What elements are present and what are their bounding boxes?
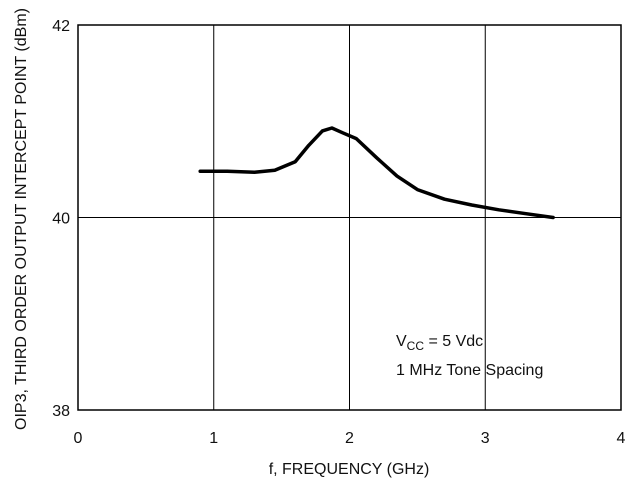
plot-frame	[77, 24, 622, 411]
vcc-annotation: VCC = 5 Vdc	[396, 333, 483, 353]
tick-labels: 0 1 2 3 4 38 40 42	[52, 18, 625, 447]
y-tick-label: 42	[52, 18, 70, 35]
y-axis-label: OIP3, THIRD ORDER OUTPUT INTERCEPT POINT…	[13, 8, 30, 430]
series-layer	[198, 126, 555, 220]
vcc-subscript: CC	[407, 339, 425, 353]
grid-lines	[78, 25, 621, 410]
x-tick-label: 0	[74, 430, 83, 447]
x-tick-label: 4	[617, 430, 626, 447]
tone-spacing-annotation: 1 MHz Tone Spacing	[396, 362, 543, 379]
y-tick-label: 38	[52, 403, 70, 420]
x-tick-label: 3	[481, 430, 490, 447]
x-tick-label: 2	[345, 430, 354, 447]
y-tick-label: 40	[52, 211, 70, 228]
x-axis-label: f, FREQUENCY (GHz)	[269, 461, 430, 478]
vcc-value: = 5 Vdc	[424, 333, 483, 350]
vcc-prefix: V	[396, 333, 407, 350]
series-line	[198, 126, 555, 220]
x-tick-label: 1	[209, 430, 218, 447]
